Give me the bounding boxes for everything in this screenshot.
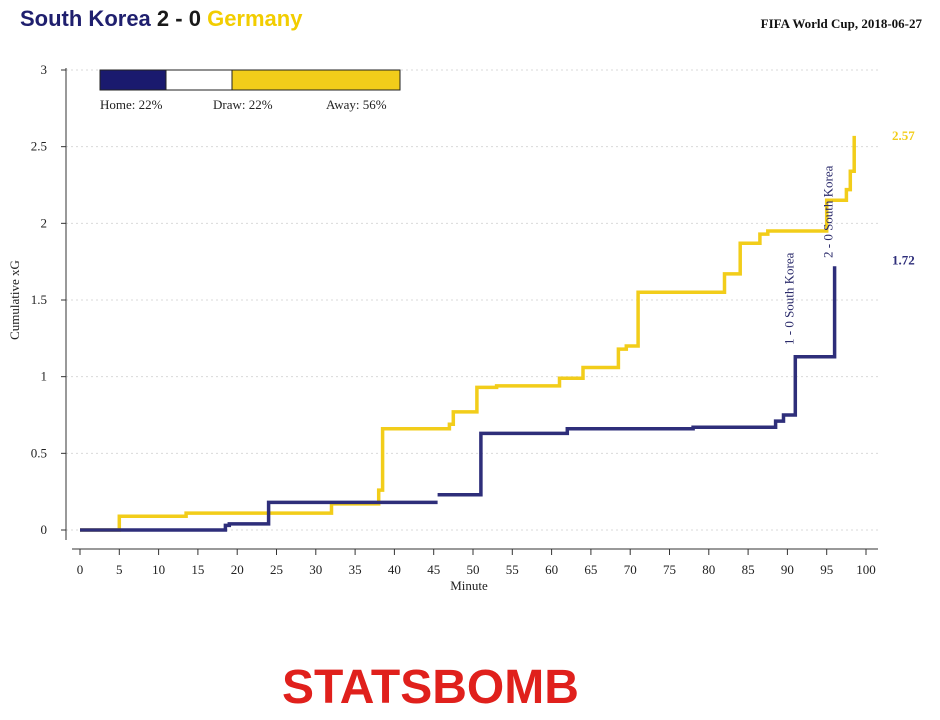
outcome-probability-legend: Home: 22% Draw: 22% Away: 56% xyxy=(99,69,401,112)
x-tick-label: 65 xyxy=(584,562,597,577)
legend-home-label: Home: 22% xyxy=(100,97,163,112)
goal-annotations: 1 - 0 South Korea 2 - 0 South Korea xyxy=(781,165,835,345)
y-tick-label: 3 xyxy=(41,62,48,77)
x-tick-label: 60 xyxy=(545,562,558,577)
y-axis-title: Cumulative xG xyxy=(7,260,22,340)
x-tick-label: 85 xyxy=(742,562,755,577)
away-final-xg: 2.57 xyxy=(892,128,915,143)
y-tick-label: 1.5 xyxy=(31,292,47,307)
legend-draw-label: Draw: 22% xyxy=(213,97,273,112)
x-tick-label: 70 xyxy=(624,562,637,577)
y-tick-label: 0.5 xyxy=(31,445,47,460)
y-tick-label: 1 xyxy=(41,369,48,384)
match-title: South Korea 2 - 0 Germany xyxy=(20,6,302,32)
legend-draw-bar xyxy=(165,69,233,91)
x-tick-label: 55 xyxy=(506,562,519,577)
x-tick-label: 35 xyxy=(349,562,362,577)
x-tick-label: 95 xyxy=(820,562,833,577)
x-tick-label: 45 xyxy=(427,562,440,577)
grid-lines xyxy=(66,69,878,531)
statsbomb-logo: STATSBOMB xyxy=(282,661,579,714)
x-tick-label: 80 xyxy=(702,562,715,577)
competition-date: FIFA World Cup, 2018-06-27 xyxy=(760,16,922,31)
x-tick-label: 10 xyxy=(152,562,165,577)
x-tick-label: 30 xyxy=(309,562,322,577)
away-team-name: Germany xyxy=(207,6,303,31)
series-lines xyxy=(80,135,856,532)
x-tick-label: 20 xyxy=(231,562,244,577)
x-tick-label: 40 xyxy=(388,562,401,577)
legend-home-bar xyxy=(99,69,167,91)
y-tick-label: 2.5 xyxy=(31,139,47,154)
x-tick-label: 50 xyxy=(467,562,480,577)
home-xg-line xyxy=(437,266,837,497)
home-final-xg: 1.72 xyxy=(892,252,915,267)
legend-away-bar xyxy=(231,69,401,91)
x-tick-label: 100 xyxy=(856,562,876,577)
goal-label: 2 - 0 South Korea xyxy=(821,165,836,258)
match-score: 2 - 0 xyxy=(156,6,201,31)
home-team-name: South Korea xyxy=(20,6,151,31)
x-tick-label: 15 xyxy=(191,562,204,577)
y-tick-label: 0 xyxy=(41,522,48,537)
x-tick-label: 0 xyxy=(77,562,84,577)
xg-chart: 00.511.522.530 5 10 15 20 25 30 35 40 45 50 55 60 65 7… xyxy=(7,62,915,593)
goal-label: 1 - 0 South Korea xyxy=(781,252,796,345)
away-xg-line xyxy=(80,135,856,532)
axes: 00.511.522.530 5 10 15 20 25 30 35 40 45 50 55 60 65 7… xyxy=(31,62,878,577)
y-tick-label: 2 xyxy=(41,215,48,230)
x-tick-label: 75 xyxy=(663,562,676,577)
x-tick-label: 90 xyxy=(781,562,794,577)
legend-away-label: Away: 56% xyxy=(326,97,387,112)
x-tick-label: 25 xyxy=(270,562,283,577)
x-axis-title: Minute xyxy=(450,578,488,593)
home-xg-line xyxy=(80,500,438,532)
x-tick-label: 5 xyxy=(116,562,123,577)
